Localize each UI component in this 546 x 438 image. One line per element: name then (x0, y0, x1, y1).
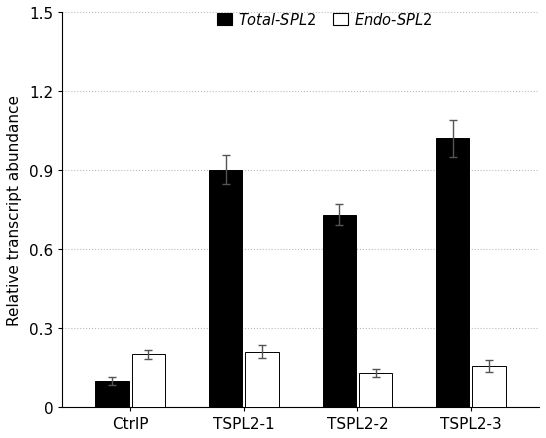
Bar (359, 373, 392, 407)
Bar (323, 215, 356, 407)
Bar (245, 352, 278, 407)
Bar (132, 354, 165, 407)
Y-axis label: Relative transcript abundance: Relative transcript abundance (7, 95, 22, 325)
Legend: $\it{Total}$-$\it{SPL2}$, $\it{Endo}$-$\it{SPL2}$: $\it{Total}$-$\it{SPL2}$, $\it{Endo}$-$\… (217, 12, 432, 28)
Bar (209, 170, 242, 407)
Bar (472, 366, 506, 407)
Bar (436, 139, 470, 407)
Bar (96, 381, 129, 407)
